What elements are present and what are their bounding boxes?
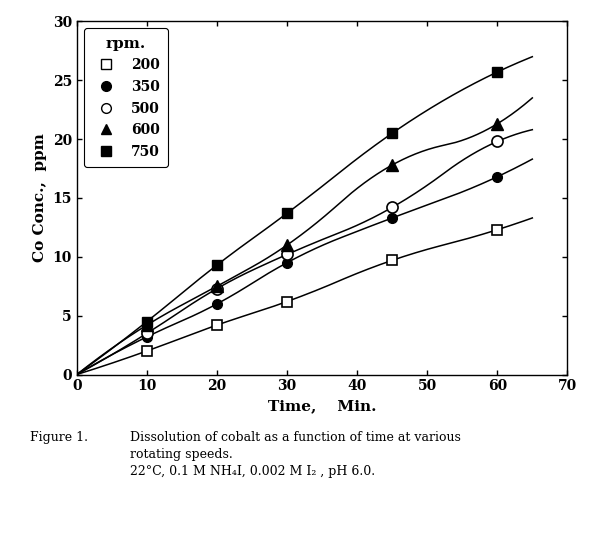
Text: Figure 1.: Figure 1. <box>30 431 87 444</box>
X-axis label: Time,    Min.: Time, Min. <box>268 399 376 413</box>
Y-axis label: Co Conc.,  ppm: Co Conc., ppm <box>33 134 47 262</box>
Text: Dissolution of cobalt as a function of time at various
rotating speeds.
22°C, 0.: Dissolution of cobalt as a function of t… <box>130 431 461 478</box>
Legend: 200, 350, 500, 600, 750: 200, 350, 500, 600, 750 <box>84 28 168 167</box>
